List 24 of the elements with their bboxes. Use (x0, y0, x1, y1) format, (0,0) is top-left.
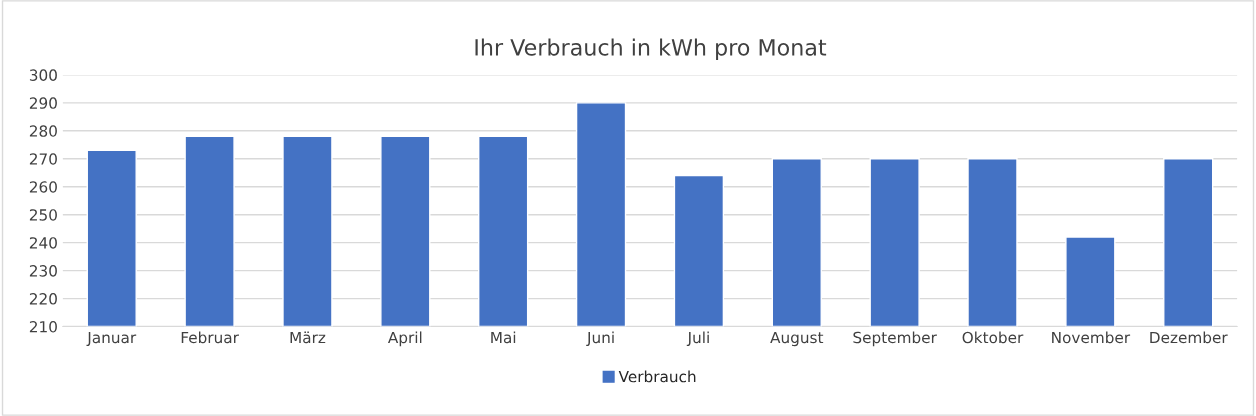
y-tick-label: 270 (29, 153, 57, 165)
y-tick-label: 250 (29, 209, 57, 221)
legend-label: Verbrauch (618, 370, 696, 383)
y-tick-label: 280 (29, 125, 57, 137)
x-tick-label: September (853, 331, 937, 347)
y-tick-label: 230 (29, 265, 57, 277)
y-tick-label: 260 (29, 181, 57, 193)
y-tick-label: 290 (29, 97, 57, 109)
y-tick-label: 300 (29, 69, 57, 81)
y-tick-label: 220 (29, 293, 57, 305)
chart-title: Ihr Verbrauch in kWh pro Monat (475, 38, 827, 61)
x-tick-label: April (387, 331, 422, 347)
y-tick-label: 240 (29, 237, 57, 249)
x-tick-label: März (290, 331, 326, 344)
y-tick-label: 210 (29, 321, 57, 333)
x-tick-label: Juli (686, 331, 709, 347)
x-tick-label: Mai (491, 331, 516, 344)
x-tick-label: Oktober (962, 331, 1024, 344)
x-tick-label: Januar (86, 331, 137, 347)
x-tick-label: November (1052, 331, 1131, 344)
x-tick-label: Dezember (1150, 331, 1228, 344)
x-tick-label: Februar (181, 331, 239, 344)
x-tick-label: August (770, 331, 824, 347)
x-tick-label: Juni (586, 331, 614, 347)
